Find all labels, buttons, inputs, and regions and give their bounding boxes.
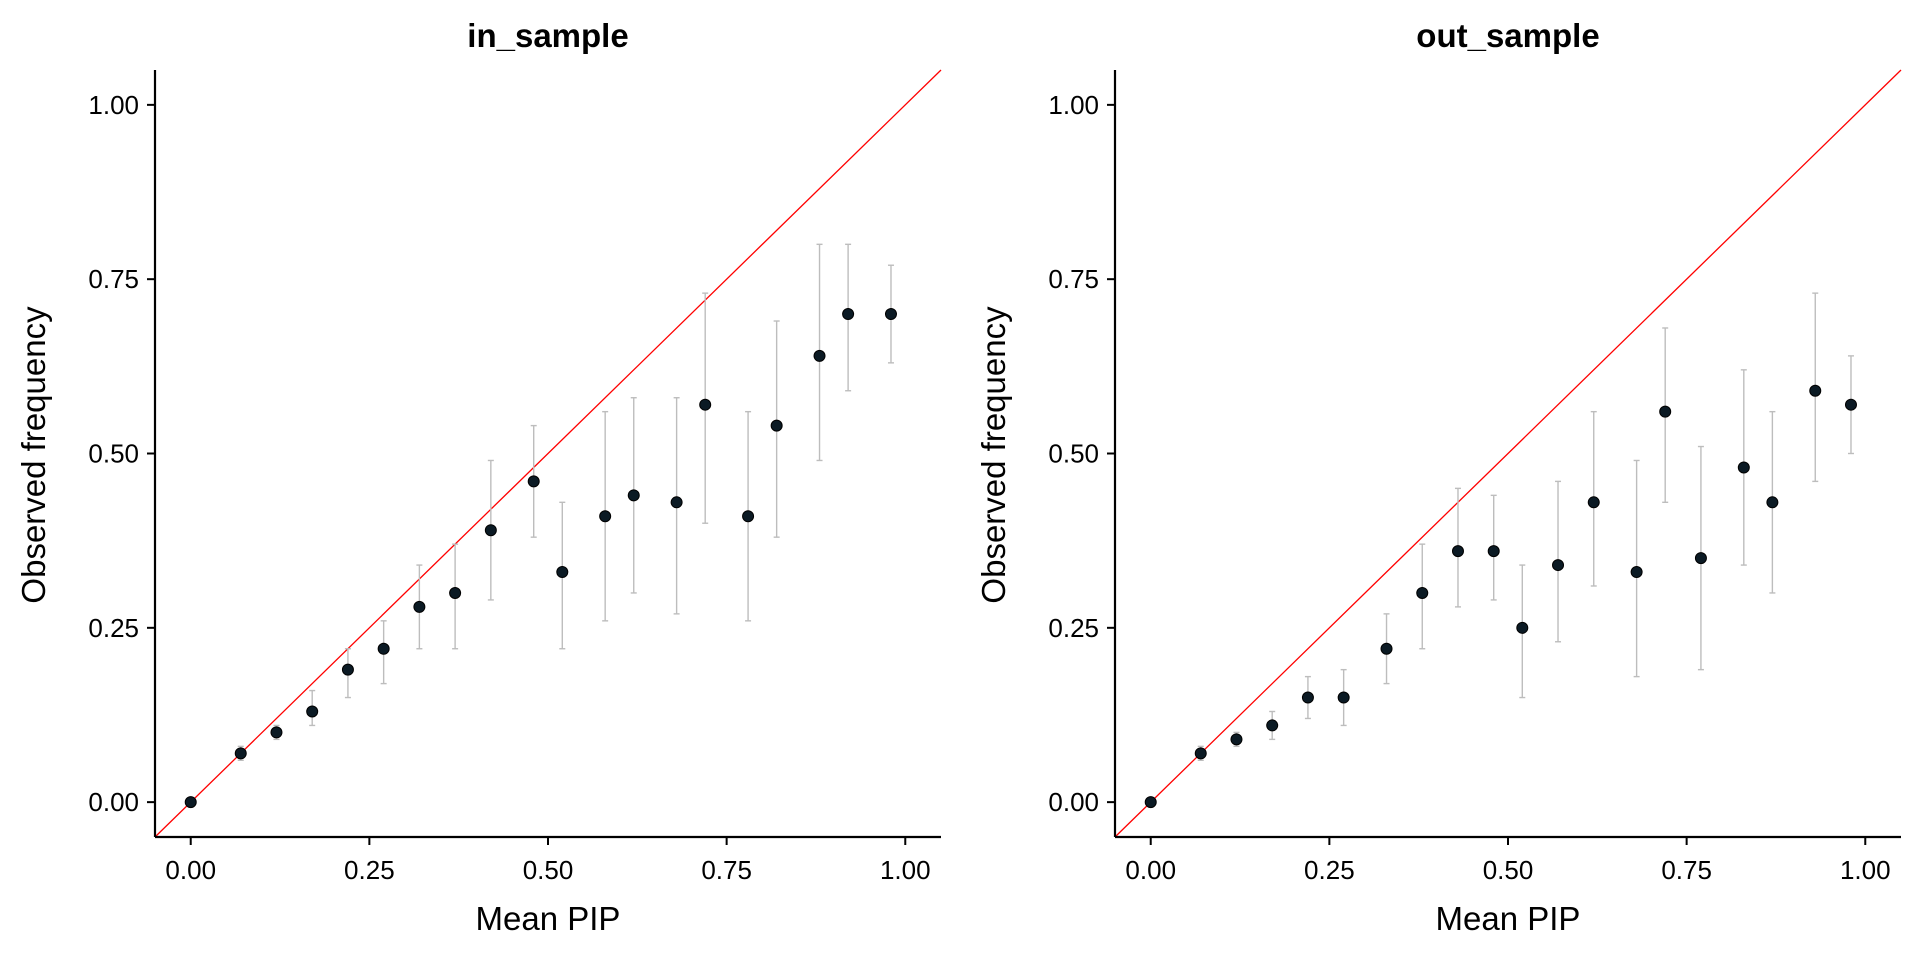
- panel-title-out-sample: out_sample: [1416, 17, 1599, 54]
- x-tick-label: 1.00: [1840, 855, 1891, 885]
- data-point: [1552, 559, 1565, 572]
- data-point: [341, 663, 354, 676]
- data-point: [599, 510, 612, 523]
- x-tick-label: 0.50: [1483, 855, 1534, 885]
- data-point: [1451, 545, 1464, 558]
- y-axis-label: Observed frequency: [15, 306, 52, 604]
- y-tick-label: 1.00: [1048, 90, 1099, 120]
- y-tick-label: 0.00: [1048, 787, 1099, 817]
- y-tick-label: 0.75: [88, 264, 139, 294]
- x-axis-label: Mean PIP: [476, 900, 621, 937]
- data-point: [1630, 566, 1643, 579]
- y-tick-label: 0.25: [1048, 613, 1099, 643]
- x-tick-label: 0.75: [1661, 855, 1712, 885]
- data-point: [1380, 642, 1393, 655]
- data-point: [627, 489, 640, 502]
- data-point: [556, 566, 569, 579]
- data-point: [1337, 691, 1350, 704]
- data-point: [1694, 552, 1707, 565]
- data-point: [1194, 747, 1207, 760]
- plot-area: 0.00 0.25 0.50 0.75 1.00 0.00 0.25 0.50 0.75 1.00: [88, 69, 942, 885]
- data-point: [813, 349, 826, 362]
- data-point: [234, 747, 247, 760]
- x-tick-label: 0.50: [523, 855, 574, 885]
- data-point: [770, 419, 783, 432]
- panel-title-in-sample: in_sample: [467, 17, 628, 54]
- data-point: [1487, 545, 1500, 558]
- x-tick-label: 0.75: [701, 855, 752, 885]
- data-point: [1144, 796, 1157, 809]
- y-tick-label: 0.00: [88, 787, 139, 817]
- plot-area: 0.00 0.25 0.50 0.75 1.00 0.00 0.25 0.50 0.75 1.00: [1048, 69, 1902, 885]
- data-point: [699, 398, 712, 411]
- y-axis-label: Observed frequency: [975, 306, 1012, 604]
- reference-line: [154, 69, 942, 838]
- data-point: [306, 705, 319, 718]
- data-point: [1844, 398, 1857, 411]
- data-point: [1659, 405, 1672, 418]
- data-point: [1737, 461, 1750, 474]
- data-point: [270, 726, 283, 739]
- y-tick-label: 0.50: [1048, 439, 1099, 469]
- x-tick-label: 0.25: [1304, 855, 1355, 885]
- data-point: [1587, 496, 1600, 509]
- in-sample-panel: in_sample Mean PIP Observed frequency 0.…: [15, 17, 942, 937]
- data-point: [742, 510, 755, 523]
- y-tick-label: 1.00: [88, 90, 139, 120]
- data-point: [1230, 733, 1243, 746]
- data-point: [1809, 384, 1822, 397]
- data-point: [842, 308, 855, 321]
- y-tick-label: 0.50: [88, 439, 139, 469]
- data-point: [1516, 621, 1529, 634]
- data-point: [1266, 719, 1279, 732]
- data-point: [449, 586, 462, 599]
- y-tick-label: 0.25: [88, 613, 139, 643]
- y-tick-label: 0.75: [1048, 264, 1099, 294]
- x-tick-label: 0.00: [1125, 855, 1176, 885]
- out-sample-panel: out_sample Mean PIP Observed frequency 0…: [975, 17, 1902, 937]
- data-point: [377, 642, 390, 655]
- data-point: [484, 524, 497, 537]
- x-tick-label: 0.00: [165, 855, 216, 885]
- data-point: [884, 308, 897, 321]
- data-point: [527, 475, 540, 488]
- data-point: [1766, 496, 1779, 509]
- reference-line: [1114, 69, 1902, 838]
- data-point: [1301, 691, 1314, 704]
- x-tick-label: 1.00: [880, 855, 931, 885]
- data-point: [184, 796, 197, 809]
- x-tick-label: 0.25: [344, 855, 395, 885]
- x-axis-label: Mean PIP: [1436, 900, 1581, 937]
- data-point: [670, 496, 683, 509]
- data-point: [1416, 586, 1429, 599]
- data-point: [413, 600, 426, 613]
